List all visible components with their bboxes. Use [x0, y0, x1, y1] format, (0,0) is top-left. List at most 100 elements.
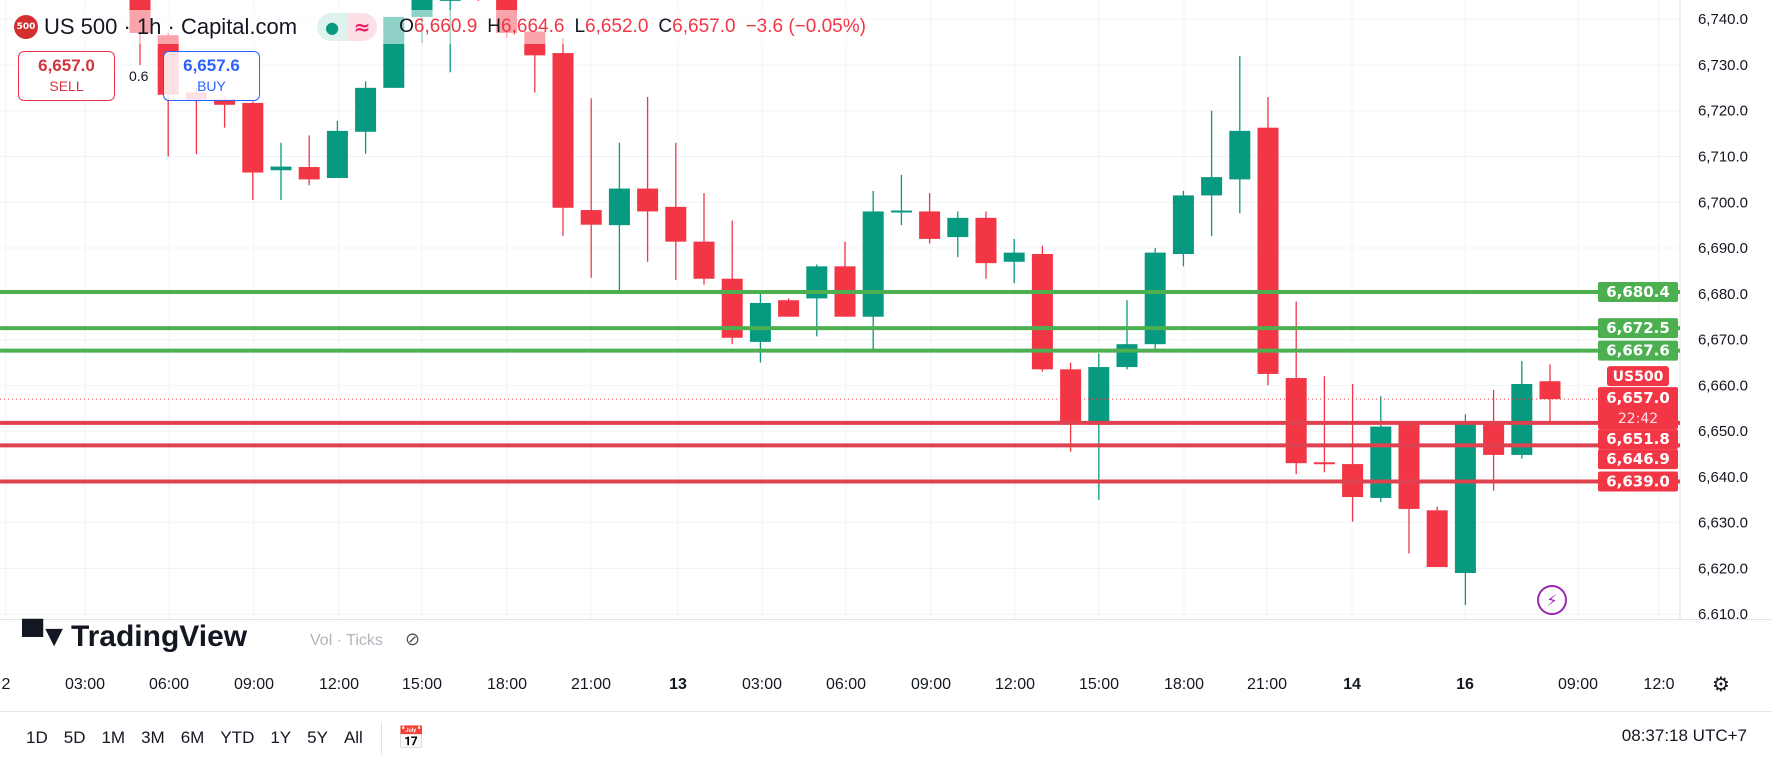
candle — [1342, 383, 1364, 522]
time-tick-label: 16 — [1456, 676, 1474, 693]
buy-label: BUY — [197, 78, 226, 94]
time-tick-label: 18:00 — [486, 676, 528, 693]
price-tick-label: 6,710.0 — [1698, 149, 1748, 166]
candle-body — [1144, 252, 1166, 345]
candle — [637, 97, 659, 262]
candle-body — [749, 302, 771, 342]
candle — [1060, 362, 1082, 452]
range-toolbar: 1D 5D 1M 3M 6M YTD 1Y 5Y All 📅 — [18, 722, 431, 754]
candle-body — [1088, 367, 1110, 425]
candle — [1031, 245, 1053, 372]
candle-body — [1454, 423, 1476, 574]
support-price-label-box — [1598, 340, 1678, 361]
candle-body — [1003, 252, 1025, 262]
price-labels: 6,680.46,672.56,667.6US5006,657.022:426,… — [1598, 281, 1678, 492]
resistance-price-label-box — [1598, 429, 1678, 450]
resistance-price-label-text: 6,639.0 — [1606, 472, 1670, 490]
price-axis[interactable]: 6,740.0 6,730.0 6,720.0 6,710.0 6,700.0 6,690… — [1698, 11, 1748, 620]
time-tick-label: 03:00 — [741, 676, 783, 693]
candle — [1088, 353, 1110, 500]
range-1d[interactable]: 1D — [26, 728, 48, 747]
volume-indicator-label[interactable]: Vol · Ticks — [310, 632, 383, 649]
candle-body — [975, 217, 997, 264]
eye-hidden-icon[interactable]: ⊘ — [405, 629, 421, 650]
time-tick-label: 21:00 — [570, 676, 612, 693]
candle-body — [326, 130, 348, 179]
toolbar-divider — [380, 722, 382, 754]
resistance-price-label: 6,639.0 — [1598, 471, 1678, 492]
resistance-price-label-text: 6,651.8 — [1606, 430, 1670, 448]
countdown-text: 22:42 — [1618, 411, 1658, 427]
candle-body — [862, 211, 884, 317]
time-tick-label: 18:00 — [1163, 676, 1205, 693]
candle — [608, 142, 630, 294]
candle-body — [1539, 381, 1561, 400]
time-tick-label: 12:00 — [994, 676, 1036, 693]
candle-body — [1201, 177, 1223, 196]
buy-button[interactable]: 6,657.6 BUY — [163, 51, 260, 101]
time-tick-label: 15:00 — [1078, 676, 1120, 693]
symbol-logo: 500 — [14, 15, 38, 39]
candle — [919, 193, 941, 244]
candle — [890, 174, 912, 226]
symbol-legend[interactable]: 500 US 500 · 1h · Capital.com ● ≈ O 6,660… — [14, 10, 872, 44]
candle-body — [890, 210, 912, 213]
delayed-data-icon[interactable]: ≈ — [347, 13, 378, 41]
candle — [580, 98, 602, 278]
sell-button[interactable]: 6,657.0 SELL — [18, 51, 115, 101]
time-axis[interactable]: 2 03:00 06:00 09:00 12:00 15:00 18:00 21:00 13 03… — [0, 672, 1771, 702]
resistance-price-label-text: 6,646.9 — [1606, 450, 1670, 468]
low-value: 6,652.0 — [585, 16, 649, 37]
price-tick-label: 6,640.0 — [1698, 469, 1748, 486]
price-tick-label: 6,610.0 — [1698, 606, 1748, 620]
pane-separator[interactable] — [0, 619, 1771, 620]
candle — [806, 264, 828, 337]
time-tick-label: 03:00 — [64, 676, 106, 693]
range-5d[interactable]: 5D — [63, 728, 86, 747]
support-price-label: 6,672.5 — [1598, 318, 1678, 339]
symbol-title[interactable]: US 500 · 1h · Capital.com — [44, 14, 298, 39]
time-tick-label: 09:00 — [1557, 676, 1599, 693]
range-ytd[interactable]: YTD — [220, 728, 255, 747]
candle — [1229, 55, 1251, 214]
price-tick-label: 6,630.0 — [1698, 515, 1748, 532]
range-5y[interactable]: 5Y — [307, 728, 328, 747]
range-3m[interactable]: 3M — [141, 728, 165, 747]
last-price-text: 6,657.0 — [1606, 389, 1670, 407]
resistance-price-label: 6,651.8 — [1598, 429, 1678, 450]
candle-body — [1031, 254, 1053, 370]
candle-body — [1370, 426, 1392, 498]
price-tick-label: 6,670.0 — [1698, 332, 1748, 349]
go-to-date-icon[interactable]: 📅 — [397, 725, 426, 750]
candle-body — [1483, 423, 1505, 455]
support-price-label-text: 6,680.4 — [1606, 283, 1670, 301]
candle-body — [1511, 383, 1533, 455]
range-1m[interactable]: 1M — [101, 728, 126, 747]
candle — [1003, 238, 1025, 284]
candle — [1370, 396, 1392, 503]
candle-body — [1116, 344, 1138, 368]
horizontal-lines[interactable] — [0, 289, 1680, 484]
range-6m[interactable]: 6M — [180, 728, 205, 747]
price-tick-label: 6,700.0 — [1698, 194, 1748, 211]
market-open-dot-icon[interactable]: ● — [317, 13, 348, 41]
candle-body — [1257, 127, 1279, 374]
symbol-tag-box — [1607, 366, 1669, 387]
candle-body — [665, 206, 687, 242]
candle — [477, 0, 480, 1]
candle — [721, 220, 743, 345]
range-all[interactable]: All — [343, 728, 363, 747]
candle-body — [919, 211, 941, 239]
price-tick-label: 6,740.0 — [1698, 11, 1748, 28]
time-tick-label: 06:00 — [148, 676, 190, 693]
range-1y[interactable]: 1Y — [270, 728, 292, 747]
candle — [947, 211, 969, 258]
settings-gear-icon[interactable]: ⚙ — [1712, 672, 1730, 696]
candle — [1144, 248, 1166, 349]
clock[interactable]: 08:37:18 UTC+7 — [1621, 726, 1747, 745]
lightning-icon[interactable]: ⚡ — [1537, 585, 1567, 615]
status-indicators[interactable]: ● ≈ — [317, 13, 378, 41]
tradingview-logo[interactable]: ▀▼ TradingView — [22, 620, 247, 654]
candle-body — [1398, 423, 1420, 509]
price-chart[interactable]: 6,740.0 6,730.0 6,720.0 6,710.0 6,700.0 6,690… — [0, 0, 1771, 620]
